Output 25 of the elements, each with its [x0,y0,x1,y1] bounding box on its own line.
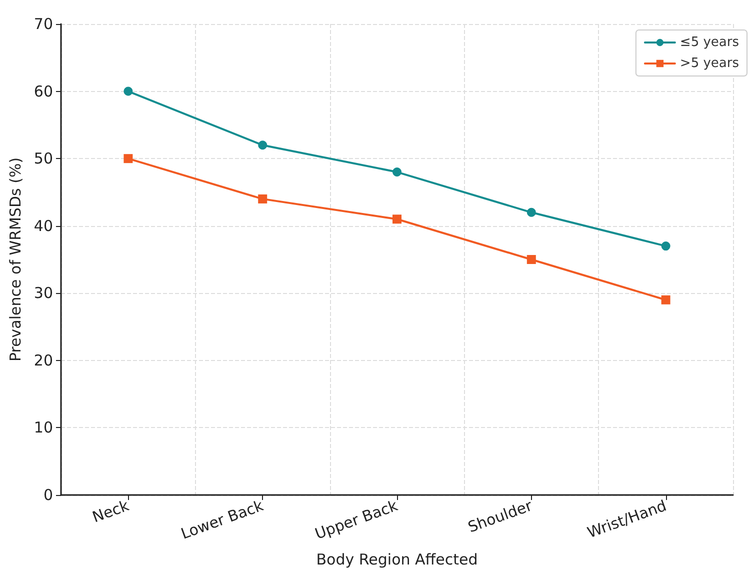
point [124,154,133,164]
y-tick-label: 0 [43,486,53,504]
y-tick-label: 30 [34,284,53,302]
point [392,214,402,224]
point [661,242,670,251]
x-axis-title: Body Region Affected [316,550,478,568]
x-tick-label: Neck [90,496,132,526]
y-tick-label: 50 [34,150,53,168]
y-tick-label: 40 [34,216,53,235]
x-tick-label: Lower Back [178,496,266,543]
y-axis-title: Prevalence of WRMSDs (%) [6,157,25,362]
y-tick-label: 10 [34,418,53,437]
y-tick-label: 70 [34,15,53,33]
y-tick-label: 20 [34,351,53,370]
point [526,208,536,217]
legend-label: ≤5 years [680,35,740,50]
point [258,194,268,204]
legend-label: >5 years [680,56,740,71]
point [124,86,133,96]
y-tick-label: 60 [34,82,53,100]
x-tick-label: Upper Back [312,496,400,544]
point [392,168,402,177]
point [258,140,268,150]
point [526,255,536,264]
point [661,295,670,304]
